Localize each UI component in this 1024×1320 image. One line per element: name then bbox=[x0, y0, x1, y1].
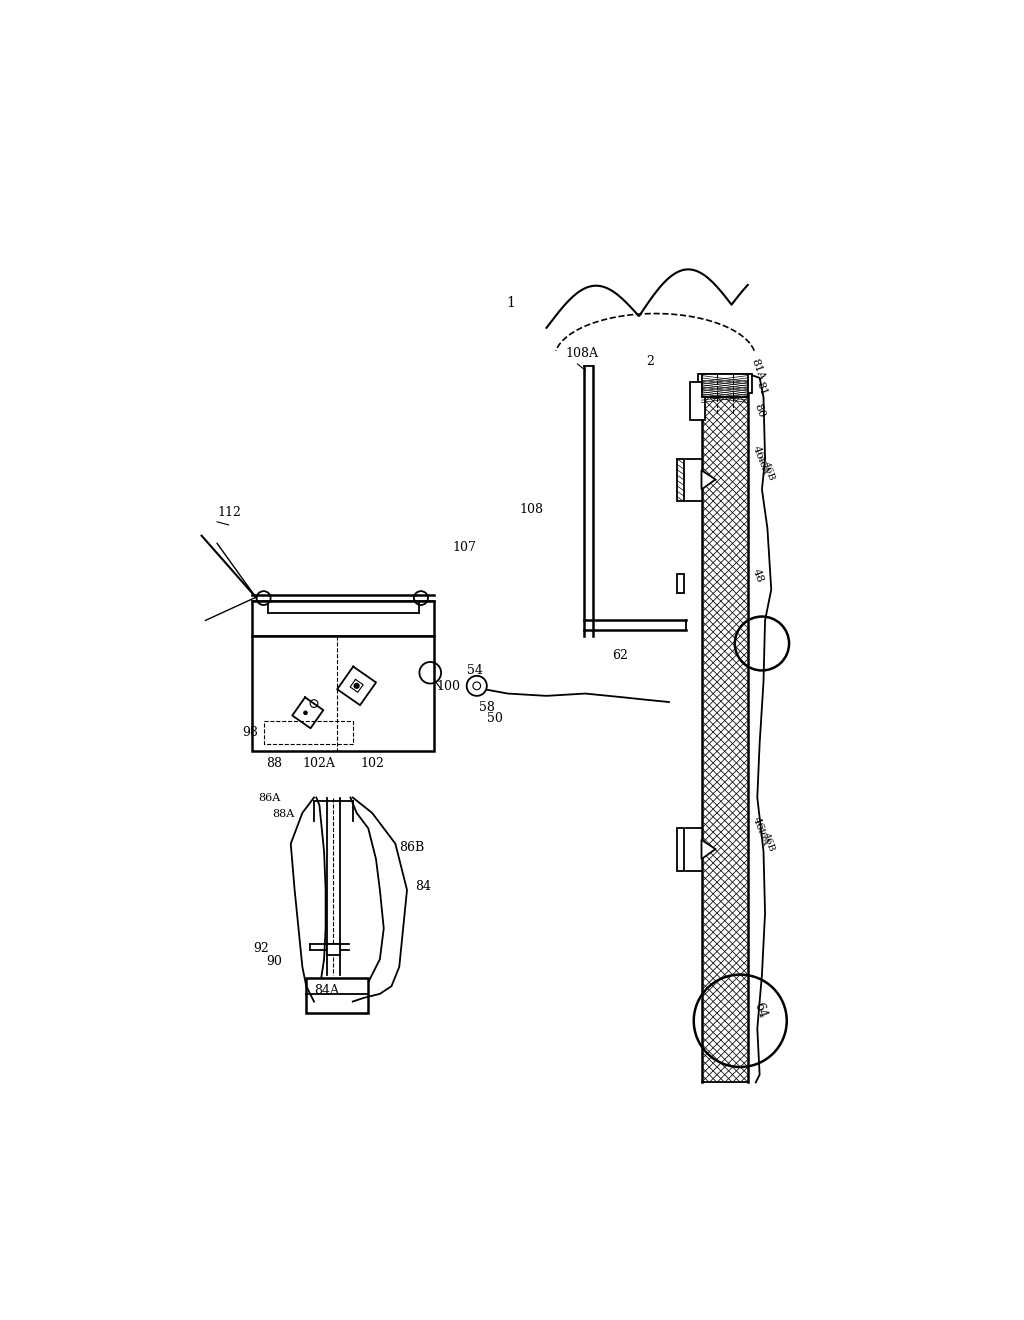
Text: Patent Application Publication: Patent Application Publication bbox=[190, 194, 452, 207]
Bar bbox=[701, 374, 748, 1082]
Text: 107: 107 bbox=[452, 541, 476, 554]
Text: 46A: 46A bbox=[755, 826, 770, 847]
Circle shape bbox=[353, 682, 359, 689]
Text: 80: 80 bbox=[752, 403, 766, 420]
Text: 102: 102 bbox=[360, 756, 384, 770]
Bar bbox=[252, 636, 434, 751]
Text: US 2011/0203703 A1: US 2011/0203703 A1 bbox=[693, 194, 873, 207]
Text: 46B: 46B bbox=[761, 832, 775, 854]
Text: Aug. 25, 2011  Sheet 17 of 25: Aug. 25, 2011 Sheet 17 of 25 bbox=[438, 194, 690, 207]
Bar bbox=[328, 944, 340, 956]
Text: 102A: 102A bbox=[302, 756, 335, 770]
Text: 86B: 86B bbox=[399, 841, 425, 854]
Polygon shape bbox=[701, 840, 716, 859]
Text: 50: 50 bbox=[486, 711, 503, 725]
Bar bbox=[252, 601, 434, 636]
Bar bbox=[677, 574, 684, 594]
Text: 88A: 88A bbox=[272, 809, 295, 818]
Text: 84A: 84A bbox=[314, 983, 339, 997]
Bar bbox=[306, 978, 369, 1014]
Bar bbox=[128, 158, 701, 1175]
Text: 84: 84 bbox=[415, 880, 431, 892]
Circle shape bbox=[303, 710, 308, 715]
Text: 108: 108 bbox=[519, 503, 544, 516]
Text: 98: 98 bbox=[243, 726, 259, 739]
Text: 108A: 108A bbox=[566, 347, 599, 360]
Bar bbox=[701, 1082, 748, 1175]
Text: 81A: 81A bbox=[750, 358, 767, 381]
Text: 2: 2 bbox=[646, 355, 653, 368]
Bar bbox=[701, 158, 748, 374]
Bar bbox=[677, 459, 684, 502]
Polygon shape bbox=[701, 470, 716, 490]
Polygon shape bbox=[701, 374, 748, 397]
Text: 100: 100 bbox=[436, 680, 461, 693]
Bar bbox=[748, 158, 922, 1175]
Bar bbox=[677, 829, 684, 871]
Text: Fig. 17: Fig. 17 bbox=[202, 414, 364, 457]
Text: 46: 46 bbox=[751, 444, 765, 461]
Text: 1: 1 bbox=[506, 296, 515, 310]
Bar bbox=[263, 721, 352, 743]
Text: 88: 88 bbox=[266, 756, 282, 770]
Text: 86A: 86A bbox=[258, 793, 281, 804]
Text: 46B: 46B bbox=[761, 461, 775, 482]
Text: 54: 54 bbox=[467, 664, 483, 677]
Text: 62: 62 bbox=[612, 649, 629, 661]
Bar bbox=[690, 381, 706, 420]
Text: 90: 90 bbox=[266, 956, 282, 969]
Text: 112: 112 bbox=[217, 506, 241, 519]
Text: 81: 81 bbox=[755, 380, 768, 397]
Text: 46A: 46A bbox=[755, 455, 770, 477]
Text: 46: 46 bbox=[751, 814, 765, 832]
Text: 48: 48 bbox=[751, 568, 765, 583]
Text: 64: 64 bbox=[751, 1001, 769, 1020]
Text: 58: 58 bbox=[479, 701, 495, 714]
Bar bbox=[697, 374, 752, 393]
Text: 92: 92 bbox=[254, 941, 269, 954]
